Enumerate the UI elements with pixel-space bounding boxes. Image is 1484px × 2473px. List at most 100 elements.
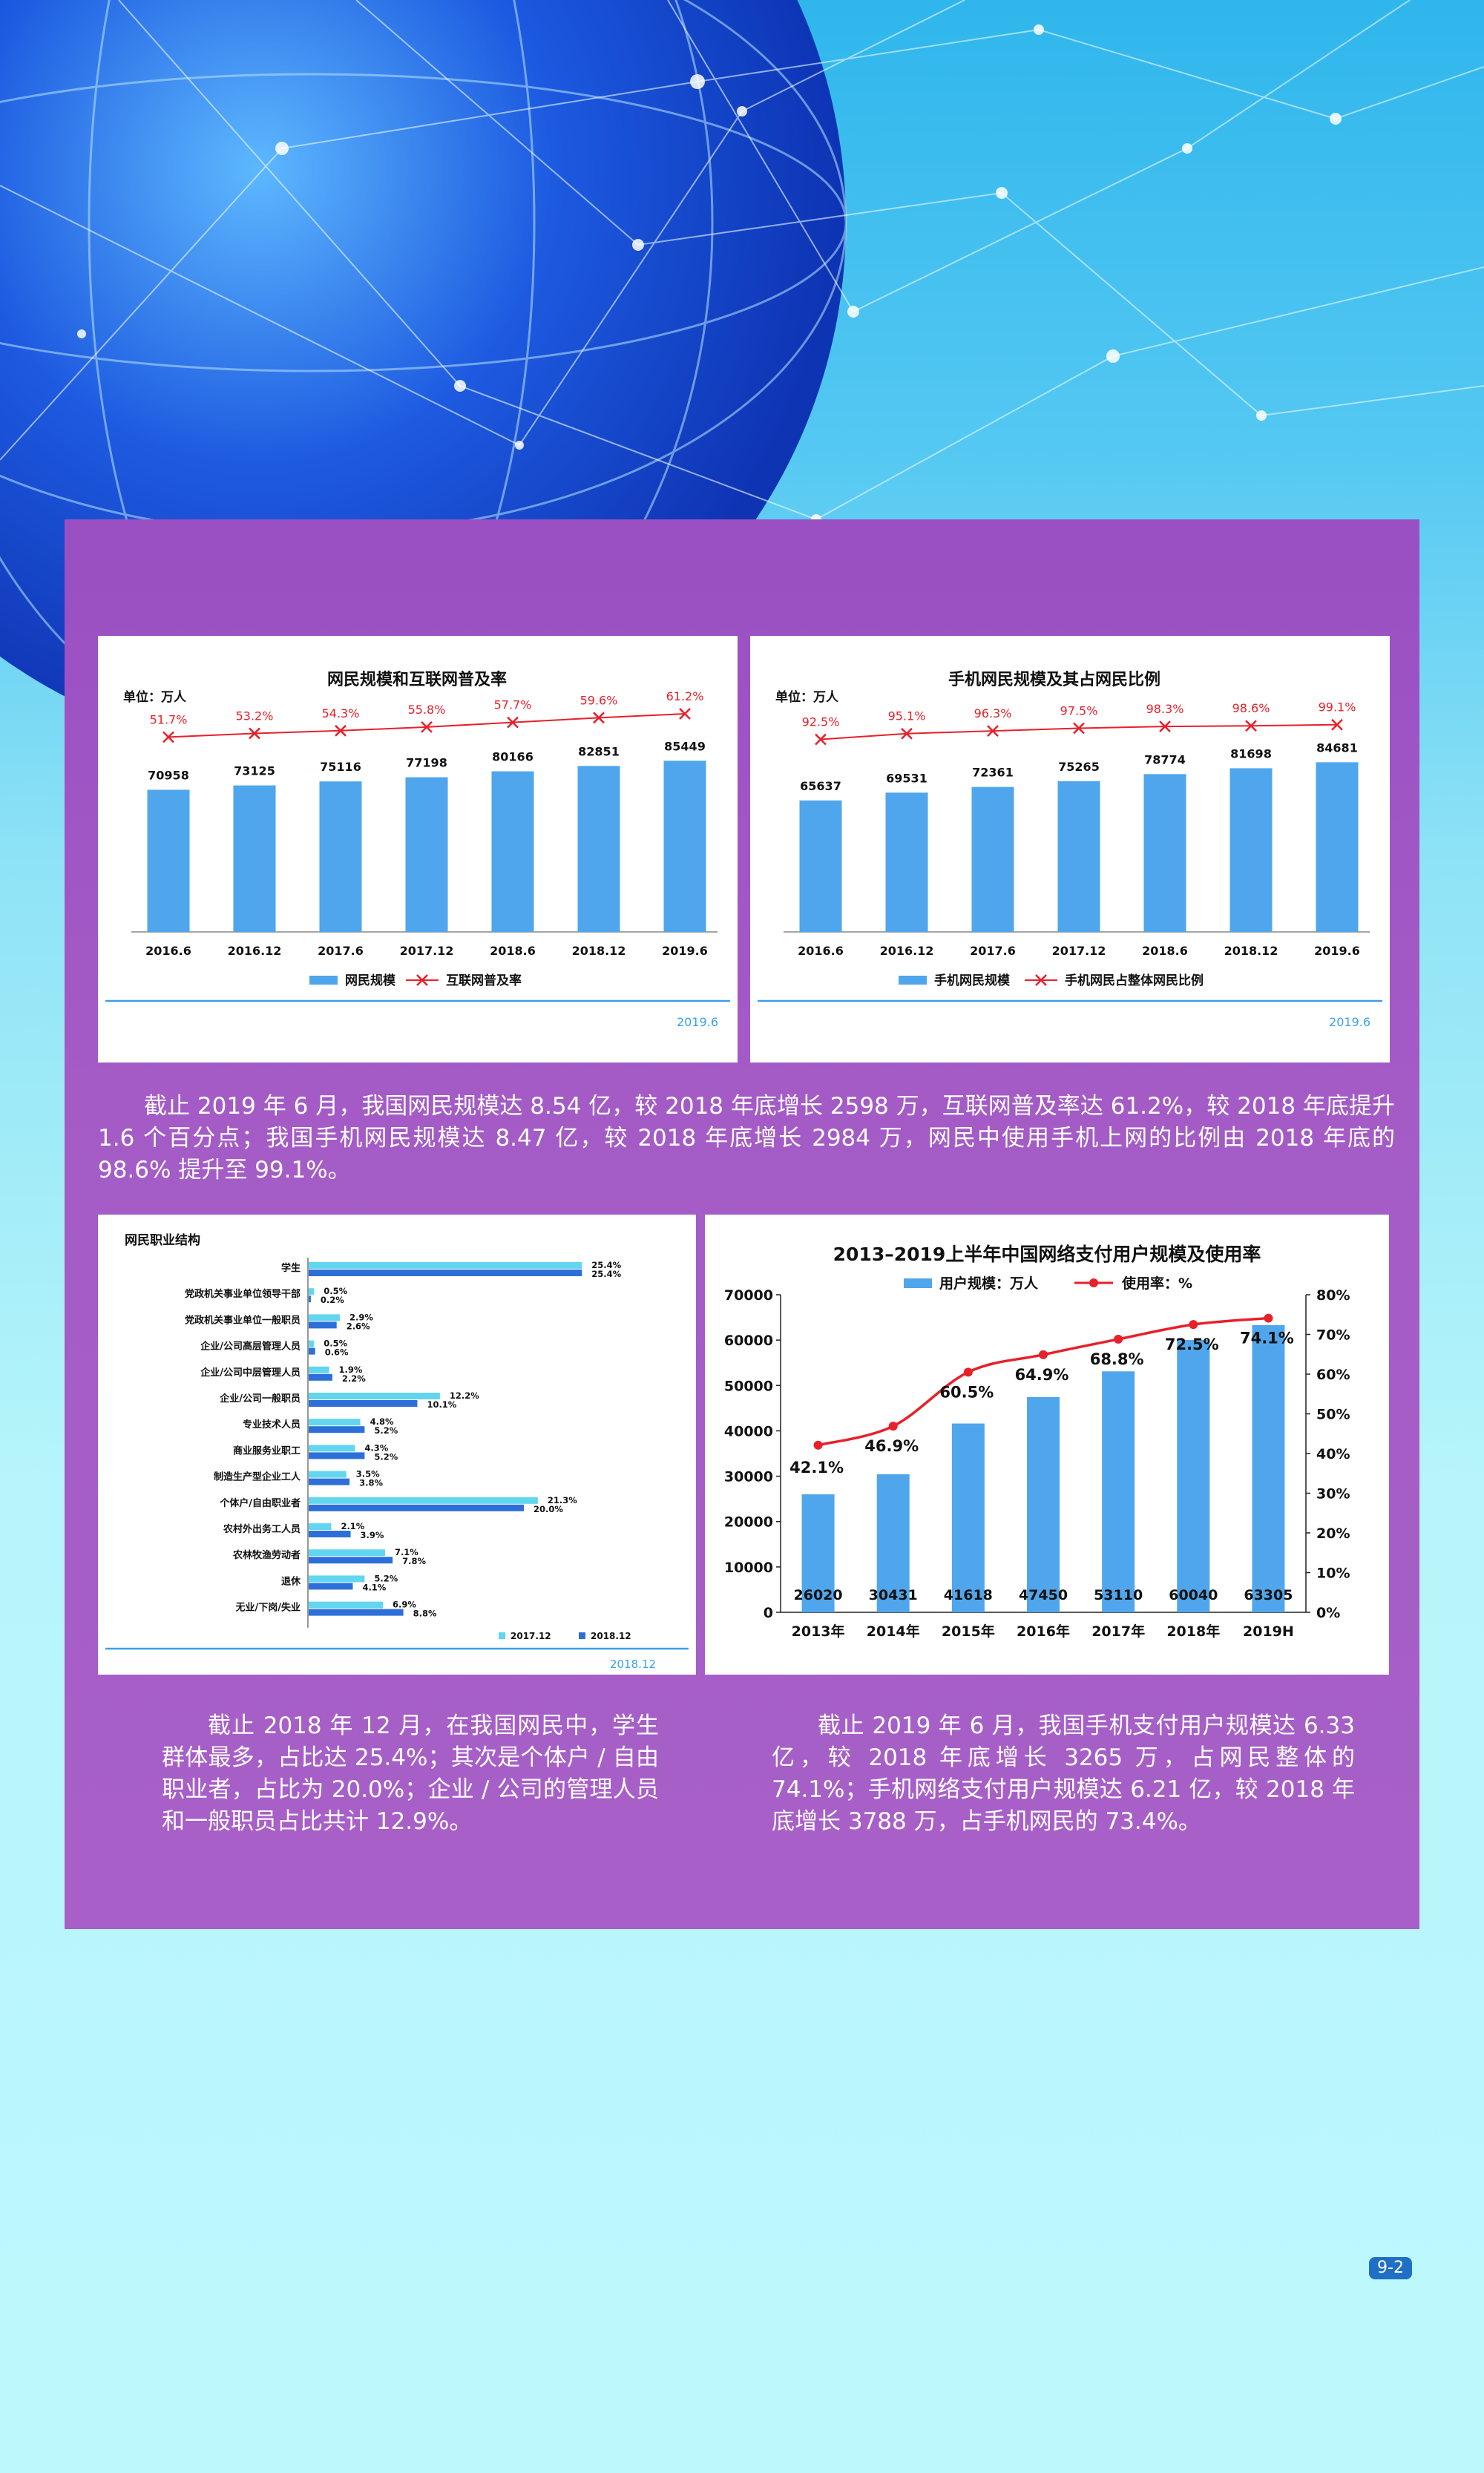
bar-value-label: 69531 xyxy=(886,771,928,785)
line-value-label: 42.1% xyxy=(789,1459,844,1477)
category-label: 制造生产型企业工人 xyxy=(214,1471,301,1483)
category-label: 退休 xyxy=(281,1575,301,1587)
line-marker xyxy=(1159,720,1171,732)
bar-手机网民规模-2016.12 xyxy=(885,792,928,932)
bar-2018.12 xyxy=(309,1609,404,1616)
summary-paragraph-payment-text: 截止 2019 年 6 月，我国手机支付用户规模达 6.33 亿，较 2018 … xyxy=(772,1712,1355,1835)
bar-2017.12 xyxy=(309,1288,315,1295)
summary-paragraph-occupation-text: 截止 2018 年 12 月，在我国网民中，学生群体最多，占比达 25.4%；其… xyxy=(162,1712,659,1835)
line-marker xyxy=(593,712,605,724)
bar-2018.12 xyxy=(309,1295,311,1303)
x-tick-label: 2015年 xyxy=(942,1623,995,1640)
footer-date: 2019.6 xyxy=(1329,1015,1370,1029)
bar-2018.12 xyxy=(309,1347,315,1355)
bar-网民规模-2018.6 xyxy=(491,771,534,932)
legend-label: 网民规模 xyxy=(345,973,396,988)
line-marker xyxy=(815,733,827,746)
bar-2019H xyxy=(1252,1324,1285,1612)
line-marker xyxy=(963,1367,973,1377)
x-tick-label: 2016年 xyxy=(1017,1623,1070,1640)
line-value-label: 61.2% xyxy=(666,689,704,703)
y2-tick-label: 50% xyxy=(1316,1407,1350,1423)
y-tick-label: 0 xyxy=(764,1605,773,1621)
x-tick-label: 2016.12 xyxy=(228,944,282,958)
bar-网民规模-2018.12 xyxy=(577,766,620,932)
bar-value-label: 8.8% xyxy=(413,1609,437,1619)
bar-2017年 xyxy=(1102,1371,1135,1612)
bar-value-label: 1.9% xyxy=(339,1364,363,1375)
x-tick-label: 2019.6 xyxy=(1314,944,1360,958)
line-手机网民占整体网民比例 xyxy=(820,723,1338,740)
y2-tick-label: 20% xyxy=(1316,1525,1350,1542)
bar-value-label: 5.2% xyxy=(374,1573,398,1583)
line-value-label: 96.3% xyxy=(974,706,1012,720)
bar-2018.12 xyxy=(309,1400,418,1407)
bar-手机网民规模-2018.12 xyxy=(1229,768,1273,932)
line-value-label: 60.5% xyxy=(939,1383,994,1401)
bar-value-label: 77198 xyxy=(406,756,447,770)
line-marker xyxy=(421,720,433,733)
bar-2017.12 xyxy=(309,1471,347,1478)
bar-2017.12 xyxy=(309,1523,332,1530)
bar-2018年 xyxy=(1177,1339,1210,1612)
x-tick-label: 2018年 xyxy=(1166,1623,1220,1640)
legend-swatch-bar xyxy=(904,1278,932,1288)
bar-2018.12 xyxy=(309,1452,365,1459)
y2-tick-label: 60% xyxy=(1316,1367,1350,1383)
bar-value-label: 12.2% xyxy=(450,1390,479,1401)
x-tick-label: 2017.6 xyxy=(318,944,364,958)
line-value-label: 95.1% xyxy=(888,709,926,723)
legend-swatch xyxy=(499,1632,505,1639)
bar-value-label: 3.8% xyxy=(359,1478,383,1488)
line-value-label: 46.9% xyxy=(864,1437,919,1455)
bar-2017.12 xyxy=(309,1393,440,1399)
category-label: 党政机关事业单位领导干部 xyxy=(185,1288,301,1300)
line-marker xyxy=(1189,1320,1198,1330)
x-tick-label: 2016.6 xyxy=(798,944,844,958)
bar-网民规模-2019.6 xyxy=(663,761,706,932)
x-tick-label: 2017年 xyxy=(1091,1623,1145,1640)
bar-value-label: 47450 xyxy=(1019,1587,1068,1603)
mobile-users-chart-card: 手机网民规模及其占网民比例 单位：万人 65637 2016.6 69531 2016.1… xyxy=(750,636,1390,1063)
bar-value-label: 65637 xyxy=(800,779,841,793)
bar-手机网民规模-2017.6 xyxy=(971,786,1014,932)
online-payment-chart-card: 2013–2019上半年中国网络支付用户规模及使用率 用户规模：万人 使用率：% 0 1… xyxy=(705,1215,1389,1675)
bar-value-label: 25.4% xyxy=(591,1269,621,1279)
line-marker xyxy=(335,724,347,737)
x-tick-label: 2018.12 xyxy=(1224,944,1278,958)
bar-value-label: 70958 xyxy=(148,768,189,782)
bar-手机网民规模-2016.6 xyxy=(799,800,842,932)
bar-value-label: 85449 xyxy=(664,739,706,753)
page-number-badge: 9-2 xyxy=(1369,2257,1412,2279)
x-tick-label: 2017.12 xyxy=(1052,944,1106,958)
bar-2018.12 xyxy=(309,1504,524,1511)
bar-value-label: 82851 xyxy=(578,744,620,758)
bar-2018.12 xyxy=(309,1557,393,1564)
bar-2018.12 xyxy=(309,1531,351,1537)
legend-label: 互联网普及率 xyxy=(446,973,522,988)
bar-value-label: 3.5% xyxy=(356,1469,380,1479)
bar-网民规模-2016.12 xyxy=(233,785,276,932)
legend-label: 用户规模：万人 xyxy=(939,1275,1039,1292)
line-value-label: 74.1% xyxy=(1240,1330,1294,1347)
y2-tick-label: 40% xyxy=(1316,1446,1350,1462)
summary-paragraph-occupation: 截止 2018 年 12 月，在我国网民中，学生群体最多，占比达 25.4%；其… xyxy=(162,1710,659,1838)
line-marker xyxy=(1039,1350,1048,1359)
bar-2018.12 xyxy=(309,1583,353,1590)
bar-网民规模-2016.6 xyxy=(147,789,190,932)
y2-tick-label: 10% xyxy=(1316,1566,1350,1582)
bar-2017.12 xyxy=(309,1314,341,1321)
bar-value-label: 80166 xyxy=(492,750,533,764)
bar-2018.12 xyxy=(309,1478,350,1485)
x-tick-label: 2018.6 xyxy=(1142,944,1188,958)
bar-value-label: 20.0% xyxy=(533,1504,563,1514)
legend-label: 手机网民占整体网民比例 xyxy=(1065,973,1204,988)
bar-value-label: 2.9% xyxy=(349,1312,373,1322)
line-marker xyxy=(888,1422,898,1431)
bar-手机网民规模-2019.6 xyxy=(1316,762,1359,932)
bar-2015年 xyxy=(951,1423,985,1612)
x-tick-label: 2018.12 xyxy=(572,944,626,958)
line-marker xyxy=(1114,1334,1123,1344)
line-value-label: 72.5% xyxy=(1165,1336,1219,1353)
bar-网民规模-2017.12 xyxy=(405,777,448,932)
